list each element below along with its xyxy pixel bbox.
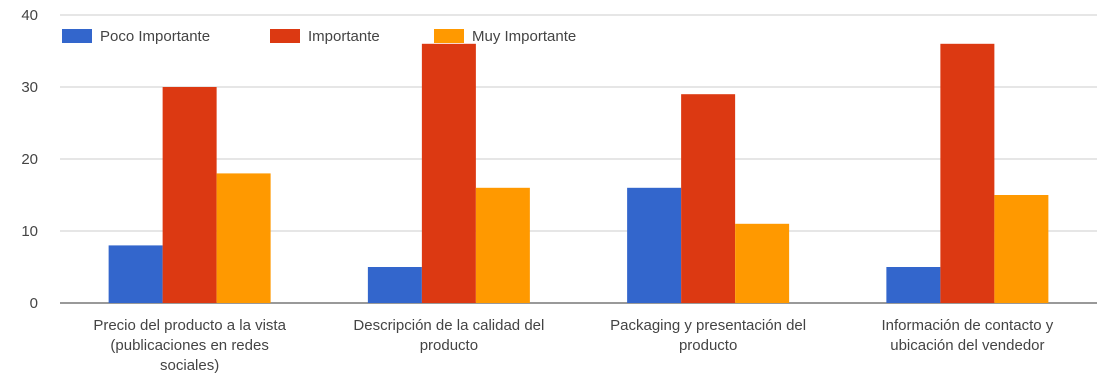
bar: [735, 223, 790, 303]
bars: [108, 43, 1049, 304]
bar: [421, 43, 476, 304]
bar: [681, 94, 736, 303]
bar: [994, 195, 1049, 303]
bar: [475, 187, 530, 303]
x-tick-label-line: Precio del producto a la vista: [93, 317, 286, 334]
bar: [886, 267, 941, 303]
bar: [627, 187, 682, 303]
bar: [216, 173, 271, 303]
x-tick-label-line: Packaging y presentación del: [610, 317, 806, 334]
bar: [162, 87, 217, 303]
x-tick-label: Packaging y presentación del producto: [610, 317, 806, 354]
y-axis: 0 10 20 30 40: [21, 7, 38, 312]
y-tick-label: 40: [21, 7, 38, 24]
bar: [108, 245, 163, 303]
y-tick-label: 10: [21, 223, 38, 240]
x-tick-label-line: ubicación del vendedor: [890, 337, 1044, 354]
y-tick-label: 0: [30, 295, 38, 312]
bar: [367, 267, 422, 303]
x-tick-label-line: Descripción de la calidad del: [353, 317, 544, 334]
legend-swatch: [62, 29, 92, 43]
legend: Poco Importante Importante Muy Importante: [62, 28, 576, 45]
legend-label: Muy Importante: [472, 28, 576, 45]
x-tick-label: Descripción de la calidad del producto: [353, 317, 544, 354]
x-axis: Precio del producto a la vista (publicaci…: [93, 317, 1053, 374]
bar: [940, 43, 995, 304]
y-tick-label: 20: [21, 151, 38, 168]
x-tick-label-line: producto: [420, 337, 478, 354]
y-tick-label: 30: [21, 79, 38, 96]
legend-swatch: [434, 29, 464, 43]
legend-label: Importante: [308, 28, 380, 45]
x-tick-label-line: sociales): [160, 357, 219, 374]
x-tick-label-line: (publicaciones en redes: [110, 337, 268, 354]
legend-swatch: [270, 29, 300, 43]
x-tick-label-line: Información de contacto y: [881, 317, 1053, 334]
legend-label: Poco Importante: [100, 28, 210, 45]
x-tick-label: Información de contacto y ubicación del v…: [881, 317, 1053, 354]
x-tick-label: Precio del producto a la vista (publicaci…: [93, 317, 286, 374]
x-tick-label-line: producto: [679, 337, 737, 354]
